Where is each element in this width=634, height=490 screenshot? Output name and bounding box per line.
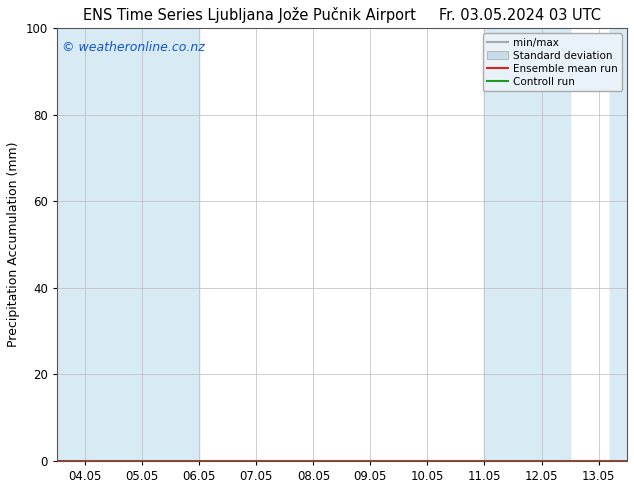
Title: ENS Time Series Ljubljana Jože Pučnik Airport     Fr. 03.05.2024 03 UTC: ENS Time Series Ljubljana Jože Pučnik Ai… — [83, 7, 601, 23]
Bar — [57, 28, 199, 461]
Bar — [610, 28, 634, 461]
Legend: min/max, Standard deviation, Ensemble mean run, Controll run: min/max, Standard deviation, Ensemble me… — [482, 33, 622, 91]
Bar — [484, 28, 570, 461]
Text: © weatheronline.co.nz: © weatheronline.co.nz — [63, 41, 205, 54]
Y-axis label: Precipitation Accumulation (mm): Precipitation Accumulation (mm) — [7, 142, 20, 347]
Bar — [610, 28, 634, 461]
Bar — [484, 28, 570, 461]
Bar — [57, 28, 199, 461]
